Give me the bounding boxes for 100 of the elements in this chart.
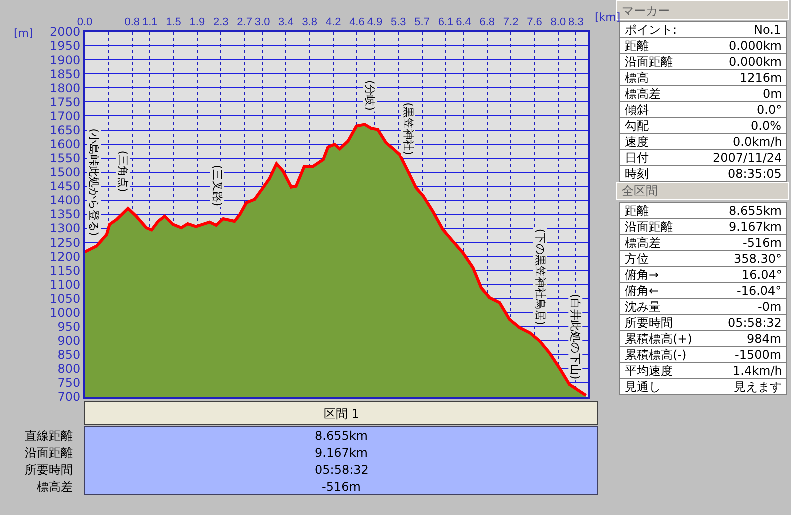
y-tick-label: 1200 <box>50 250 81 264</box>
text: 標高差 <box>37 480 73 494</box>
text: -516m <box>743 236 782 250</box>
x-tick-label: 3.0 <box>254 16 270 29</box>
x-tick-label: 6.8 <box>480 16 496 29</box>
y-tick-label: 1950 <box>50 39 81 54</box>
text: 0.000km <box>729 39 782 53</box>
text: 速度 <box>625 135 649 149</box>
x-tick-label: 1.5 <box>166 16 182 29</box>
annotation: (黒笠神社) <box>402 102 415 156</box>
y-tick-label: 1100 <box>50 278 81 292</box>
text: 距離 <box>625 204 649 218</box>
text: -16.04° <box>737 284 782 298</box>
text: 0.000km <box>729 55 782 69</box>
text: No.1 <box>754 23 782 37</box>
y-tick-label: 1500 <box>50 166 81 180</box>
x-tick-label: 4.6 <box>350 16 365 29</box>
text: 見えます <box>734 380 782 394</box>
y-axis-title: [m] <box>14 27 34 40</box>
text: 08:35:05 <box>728 167 782 181</box>
text: 沈み量 <box>625 300 661 314</box>
y-tick-label: 900 <box>58 334 81 348</box>
x-tick-label: 7.2 <box>503 16 519 29</box>
x-tick-label: 1.9 <box>190 16 206 29</box>
x-tick-label: 1.1 <box>142 16 158 29</box>
text: 0.0km/h <box>733 135 782 149</box>
annotation: (三角点) <box>116 150 130 192</box>
x-tick-label: 3.4 <box>278 16 294 29</box>
x-tick-label: 4.2 <box>326 16 342 29</box>
text: 日付 <box>625 151 649 165</box>
text: 0.0% <box>751 119 782 133</box>
text: 沿面距離 <box>625 55 673 69</box>
x-tick-label: 6.4 <box>456 16 472 29</box>
annotation: (小島峠此処から登る) <box>88 128 101 236</box>
text: 平均速度 <box>625 364 673 378</box>
annotation: (分岐) <box>364 80 377 111</box>
text: 9.167km <box>729 220 782 234</box>
y-tick-label: 1050 <box>50 292 81 306</box>
text: -1500m <box>735 348 782 362</box>
text: 所要時間 <box>625 316 673 330</box>
text: マーカー <box>622 4 670 18</box>
text: 8.655km <box>729 204 782 218</box>
text: 勾配 <box>625 119 649 133</box>
text: 沿面距離 <box>625 220 673 234</box>
text: 方位 <box>625 252 649 266</box>
y-tick-label: 1350 <box>50 208 81 222</box>
y-tick-label: 1450 <box>50 180 81 194</box>
y-tick-label: 1650 <box>50 123 81 138</box>
y-tick-label: 800 <box>58 362 81 376</box>
text: 8.655km <box>315 429 368 443</box>
y-tick-label: 850 <box>58 348 81 362</box>
text: 05:58:32 <box>728 316 782 330</box>
text: 直線距離 <box>25 429 73 443</box>
text: 沿面距離 <box>25 446 73 460</box>
annotation: (下の黒笠神社鳥居) <box>534 228 547 326</box>
y-tick-label: 1550 <box>50 152 81 166</box>
text: 見通し <box>625 380 661 394</box>
x-tick-label: 4.9 <box>367 16 383 29</box>
text: -0m <box>758 300 782 314</box>
annotation: (三叉路) <box>210 164 224 207</box>
x-tick-label: 2.7 <box>237 16 252 29</box>
y-tick-label: 1800 <box>50 81 81 96</box>
text: 累積標高(-) <box>625 348 687 362</box>
text: 標高 <box>625 71 649 85</box>
annotation: (白井此処の下山) <box>569 294 582 380</box>
x-axis-title: [km] <box>595 11 621 24</box>
text: 9.167km <box>315 446 368 460</box>
x-tick-label: 2.3 <box>213 16 229 29</box>
x-tick-label: 6.1 <box>438 16 454 29</box>
y-tick-label: 1750 <box>50 95 81 110</box>
text: 所要時間 <box>25 463 73 477</box>
text: 距離 <box>625 39 649 53</box>
x-tick-label: 0.8 <box>124 16 140 29</box>
y-tick-label: 1300 <box>50 222 81 236</box>
text: 984m <box>747 332 782 346</box>
text: 累積標高(+) <box>625 332 692 346</box>
x-tick-label: 5.3 <box>390 16 406 29</box>
x-tick-label: 7.6 <box>527 16 542 29</box>
text: 標高差 <box>625 87 661 101</box>
text: 俯角→ <box>625 268 660 282</box>
y-tick-label: 1000 <box>50 306 81 320</box>
text: 2007/11/24 <box>713 151 782 165</box>
y-tick-label: 1250 <box>50 236 81 250</box>
text: ポイント: <box>625 23 678 37</box>
text: 傾斜 <box>625 103 649 117</box>
text: 俯角← <box>625 284 660 298</box>
text: 全区間 <box>622 184 658 198</box>
y-tick-label: 1850 <box>50 67 81 82</box>
x-tick-label: 8.0 <box>550 16 566 29</box>
y-tick-label: 1900 <box>50 53 81 68</box>
x-tick-label: 8.3 <box>568 16 584 29</box>
text: -516m <box>322 480 361 494</box>
text: 時刻 <box>625 167 649 181</box>
text: 1216m <box>740 71 782 85</box>
text: 標高差 <box>625 236 661 250</box>
x-tick-label: 3.8 <box>302 16 318 29</box>
y-tick-label: 1600 <box>50 138 81 152</box>
text: 0.0° <box>757 103 782 117</box>
y-tick-label: 1700 <box>50 109 81 124</box>
y-tick-label: 1400 <box>50 194 81 208</box>
